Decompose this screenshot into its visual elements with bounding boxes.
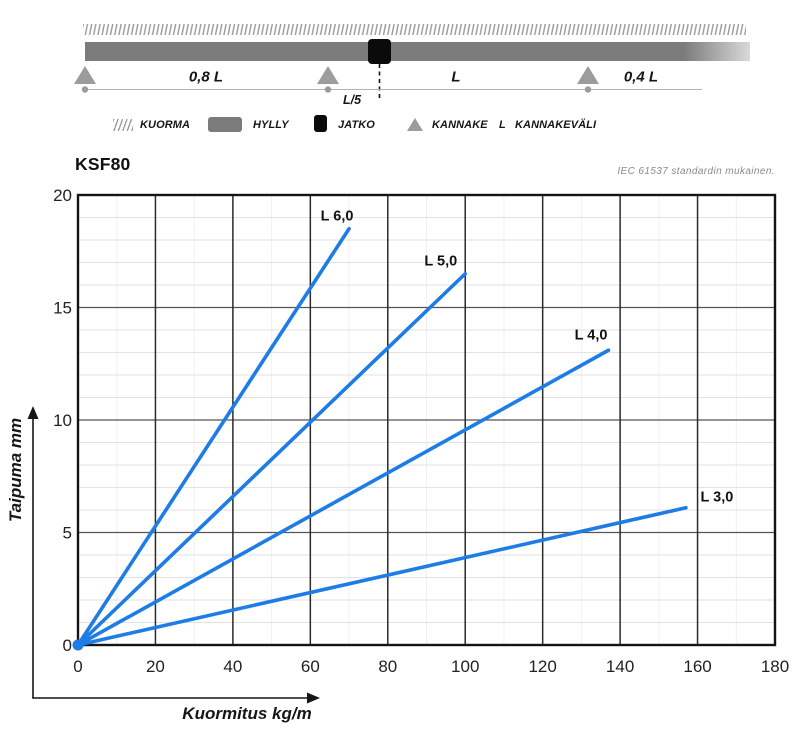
- support-triangle-icon: [74, 66, 96, 84]
- series-label: L 4,0: [575, 328, 608, 344]
- y-tick-label: 20: [53, 186, 72, 205]
- legend-label-kannakevali: KANNAKEVÄLI: [515, 119, 597, 131]
- y-tick-label: 5: [63, 524, 72, 543]
- chart-title: KSF80: [75, 154, 131, 174]
- dimension-dot: [81, 86, 89, 93]
- x-tick-label: 140: [606, 657, 634, 676]
- x-tick-label: 0: [73, 657, 82, 676]
- legend-symbol-L: L: [499, 119, 506, 131]
- x-tick-label: 60: [301, 657, 320, 676]
- y-axis-arrowhead-icon: [27, 406, 39, 419]
- legend-label-hylly: HYLLY: [253, 119, 289, 131]
- load-hatch: [83, 24, 746, 35]
- beam-icon: [208, 117, 242, 132]
- splice-square: [368, 39, 391, 64]
- deflection-line: [76, 271, 468, 647]
- x-tick-label: 100: [451, 657, 479, 676]
- span-label-left: 0,8 L: [188, 68, 224, 86]
- x-tick-label: 180: [761, 657, 789, 676]
- standard-note: IEC 61537 standardin mukainen.: [617, 166, 775, 177]
- y-tick-label: 0: [63, 636, 72, 655]
- hatch-icon: [113, 119, 133, 131]
- legend-label-jatko: JATKO: [338, 119, 375, 131]
- series-label: L 3,0: [701, 490, 734, 506]
- y-tick-label: 15: [53, 299, 72, 318]
- y-axis-caption: Taipuma mm: [6, 417, 25, 523]
- dimension-dot: [584, 86, 592, 93]
- beam-schematic: [74, 24, 750, 99]
- x-axis-arrowhead-icon: [307, 692, 320, 704]
- deflection-line: [76, 348, 611, 647]
- deflection-line: [76, 226, 351, 647]
- splice-icon: [314, 115, 327, 132]
- dimension-dot: [324, 86, 332, 93]
- span-label-right: 0,4 L: [623, 68, 659, 86]
- x-tick-label: 120: [528, 657, 556, 676]
- triangle-icon: [407, 118, 423, 131]
- y-tick-label: 10: [53, 411, 72, 430]
- support-triangle-icon: [317, 66, 339, 84]
- deflection-line: [76, 505, 688, 647]
- splice-offset-label: L/5: [342, 93, 362, 107]
- origin-dot: [72, 639, 84, 651]
- x-tick-label: 160: [683, 657, 711, 676]
- series-label: L 6,0: [321, 208, 354, 224]
- legend-label-kuorma: KUORMA: [140, 119, 191, 131]
- series-label: L 5,0: [424, 253, 457, 269]
- support-triangle-icon: [577, 66, 599, 84]
- x-tick-label: 80: [378, 657, 397, 676]
- legend-label-kannake: KANNAKE: [432, 119, 488, 131]
- x-tick-label: 40: [223, 657, 242, 676]
- plot-border: [76, 193, 777, 647]
- x-axis-caption: Kuormitus kg/m: [182, 704, 312, 723]
- x-tick-label: 20: [146, 657, 165, 676]
- shelf-beam: [85, 42, 750, 61]
- span-label-middle: L: [451, 68, 461, 86]
